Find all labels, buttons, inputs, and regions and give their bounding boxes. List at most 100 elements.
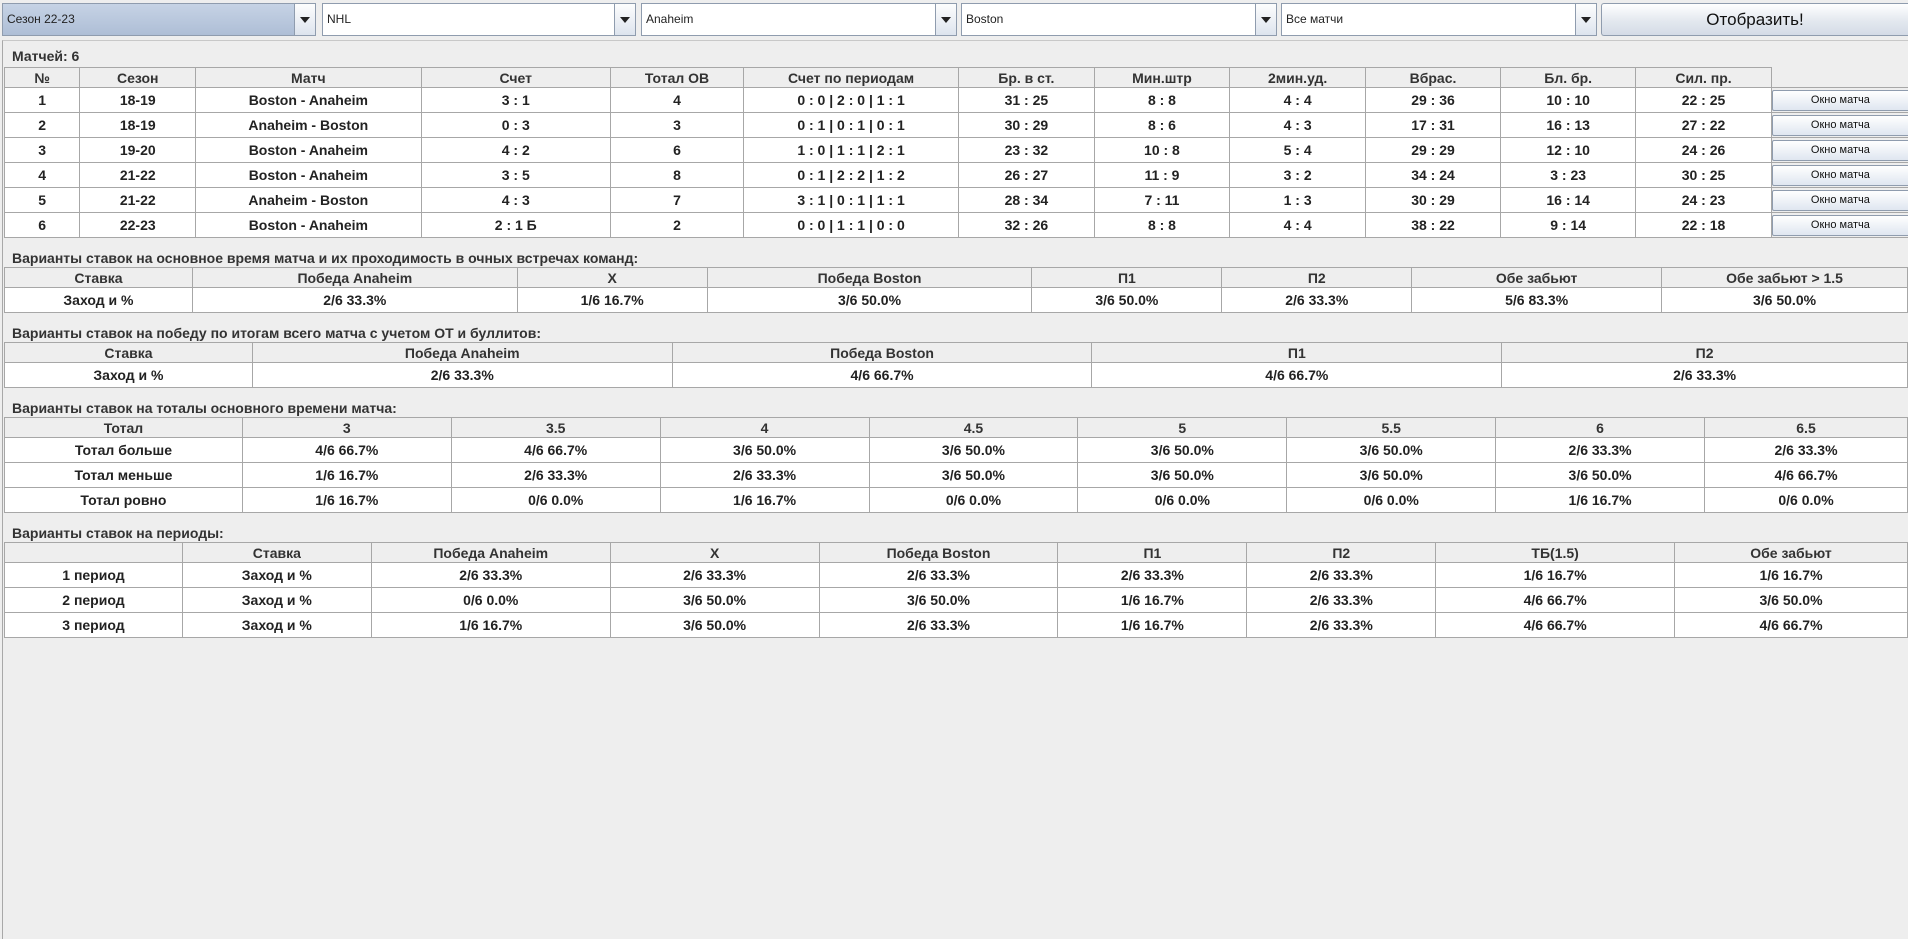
table-cell: 2/6 33.3% xyxy=(609,562,820,588)
column-header: П2 xyxy=(1246,542,1437,563)
chevron-down-icon[interactable] xyxy=(1575,4,1596,35)
match-window-button[interactable]: Окно матча xyxy=(1772,140,1908,161)
table-cell: 2/6 33.3% xyxy=(1704,437,1908,463)
table-cell: 0/6 0.0% xyxy=(1077,487,1288,513)
table-cell: 8 xyxy=(610,162,744,188)
table-cell: 22-23 xyxy=(79,212,197,238)
table-cell: 3/6 50.0% xyxy=(609,587,820,613)
table-cell: 5/6 83.3% xyxy=(1411,287,1663,313)
chevron-down-icon[interactable] xyxy=(294,4,315,35)
match-window-button[interactable]: Окно матча xyxy=(1772,115,1908,136)
table-cell: 1/6 16.7% xyxy=(241,487,452,513)
table-cell: 0/6 0.0% xyxy=(868,487,1079,513)
table-cell: 3 : 2 xyxy=(1229,162,1366,188)
results-panel xyxy=(2,40,1908,939)
matches-table: № Сезон Матч Счет Тотал ОВ Счет по периодам Бр… xyxy=(3,67,1908,238)
column-header: П1 xyxy=(1031,267,1223,288)
league-select-value: NHL xyxy=(327,12,352,26)
match-window-button[interactable]: Окно матча xyxy=(1772,190,1908,211)
table-cell: 3/6 50.0% xyxy=(1674,587,1908,613)
table-cell: 1/6 16.7% xyxy=(659,487,870,513)
team2-select[interactable]: Boston xyxy=(961,3,1277,36)
league-select[interactable]: NHL xyxy=(322,3,636,36)
table-cell: 4 : 4 xyxy=(1229,87,1366,113)
filter-select-value: Все матчи xyxy=(1286,12,1344,26)
table-cell: Тотал больше xyxy=(4,437,243,463)
match-window-button[interactable]: Окно матча xyxy=(1772,215,1908,236)
column-header: Победа Boston xyxy=(706,267,1033,288)
table-cell: 4/6 66.7% xyxy=(1435,612,1676,638)
table-cell: 6 xyxy=(610,137,744,163)
table-cell: 0/6 0.0% xyxy=(1704,487,1908,513)
table-cell: Заход и % xyxy=(181,562,372,588)
table-cell: 29 : 36 xyxy=(1364,87,1502,113)
table-cell: 2/6 33.3% xyxy=(1246,587,1437,613)
table-cell: 4/6 66.7% xyxy=(671,362,1093,388)
column-header: Мин.штр xyxy=(1093,67,1231,88)
team1-select[interactable]: Anaheim xyxy=(641,3,957,36)
table-row: 3 период Заход и % 1/6 16.7% 3/6 50.0% 2/6 3… xyxy=(4,612,1908,638)
column-header: Обе забьют > 1.5 xyxy=(1661,267,1908,288)
table-cell: 22 : 25 xyxy=(1635,87,1772,113)
table-cell: 4 : 3 xyxy=(1229,112,1366,138)
column-header: № xyxy=(3,67,81,88)
table-cell: 16 : 14 xyxy=(1500,187,1637,213)
table-cell: 3/6 50.0% xyxy=(609,612,820,638)
chevron-down-icon[interactable] xyxy=(614,4,635,35)
table-cell: 2 период xyxy=(4,587,183,613)
table-cell: 2/6 33.3% xyxy=(1246,562,1437,588)
column-header: Бр. в ст. xyxy=(958,67,1095,88)
table-cell: 0 : 3 xyxy=(420,112,611,138)
totals-table: Тотал 3 3.5 4 4.5 5 5.5 6 6.5 Тотал больше 4/6 66… xyxy=(4,417,1908,513)
table-cell: Окно матча xyxy=(1770,87,1908,113)
match-window-button[interactable]: Окно матча xyxy=(1772,165,1908,186)
table-cell: 12 : 10 xyxy=(1500,137,1637,163)
table-cell: 0/6 0.0% xyxy=(450,487,661,513)
table-cell: 2/6 33.3% xyxy=(818,612,1059,638)
season-select[interactable]: Сезон 22-23 xyxy=(2,3,316,36)
filter-select[interactable]: Все матчи xyxy=(1281,3,1597,36)
table-cell: Окно матча xyxy=(1770,212,1908,238)
table-cell: 2 : 1 Б xyxy=(420,212,611,238)
periods-title: Варианты ставок на периоды: xyxy=(12,525,224,541)
table-cell: 8 : 8 xyxy=(1093,212,1231,238)
table-cell: Окно матча xyxy=(1770,112,1908,138)
table-cell: 2/6 33.3% xyxy=(450,462,661,488)
table-cell: 2 xyxy=(3,112,81,138)
table-cell: 27 : 22 xyxy=(1635,112,1772,138)
full-match-table: Ставка Победа Anaheim Победа Boston П1 П2 За… xyxy=(4,342,1908,388)
table-cell: 0 : 1 | 2 : 2 | 1 : 2 xyxy=(742,162,960,188)
table-cell: 4/6 66.7% xyxy=(241,437,452,463)
table-cell: 17 : 31 xyxy=(1364,112,1502,138)
chevron-down-icon[interactable] xyxy=(935,4,956,35)
table-cell: 10 : 8 xyxy=(1093,137,1231,163)
table-cell: 16 : 13 xyxy=(1500,112,1637,138)
table-cell: 2/6 33.3% xyxy=(370,562,611,588)
table-cell: 3/6 50.0% xyxy=(868,462,1079,488)
table-cell: 2/6 33.3% xyxy=(251,362,673,388)
column-header: Ставка xyxy=(181,542,372,563)
table-row: 1 период Заход и % 2/6 33.3% 2/6 33.3% 2/6 3… xyxy=(4,562,1908,588)
table-cell: 3/6 50.0% xyxy=(818,587,1059,613)
table-row: Заход и % 2/6 33.3% 4/6 66.7% 4/6 66.7% 2/6 … xyxy=(4,362,1908,388)
table-cell: 4 : 3 xyxy=(420,187,611,213)
table-cell: Заход и % xyxy=(4,362,253,388)
table-cell: 4/6 66.7% xyxy=(1674,612,1908,638)
table-cell: 30 : 29 xyxy=(958,112,1095,138)
table-cell: 2/6 33.3% xyxy=(1057,562,1248,588)
table-cell: 2/6 33.3% xyxy=(191,287,518,313)
table-cell: 4/6 66.7% xyxy=(1704,462,1908,488)
table-cell: 6 xyxy=(3,212,81,238)
column-header: Сезон xyxy=(79,67,197,88)
column-header: 3.5 xyxy=(450,417,661,438)
team1-select-value: Anaheim xyxy=(646,12,694,26)
match-window-button[interactable]: Окно матча xyxy=(1772,90,1908,111)
column-header: Победа Anaheim xyxy=(251,342,673,363)
chevron-down-icon[interactable] xyxy=(1255,4,1276,35)
show-button[interactable]: Отобразить! xyxy=(1601,3,1908,36)
table-cell: Anaheim - Boston xyxy=(195,112,422,138)
